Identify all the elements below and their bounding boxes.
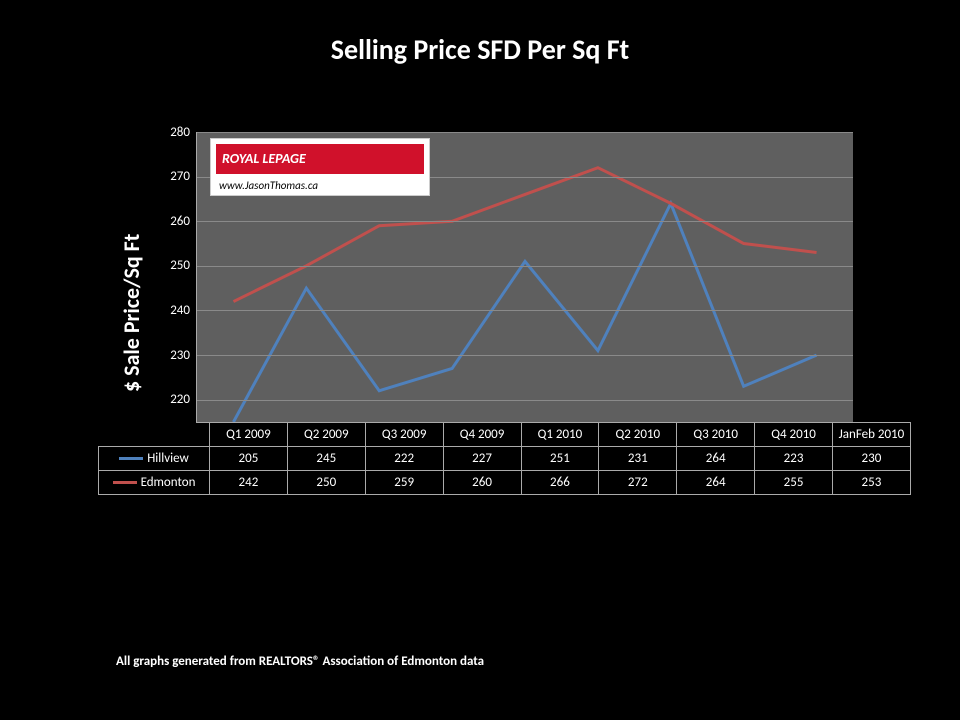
- table-header-row: Q1 2009Q2 2009Q3 2009Q4 2009Q1 2010Q2 20…: [99, 423, 911, 447]
- y-tick-label: 230: [156, 348, 190, 363]
- legend-swatch: [113, 481, 137, 484]
- royal-lepage-logo: ROYAL LEPAGE www.JasonThomas.ca: [210, 138, 430, 196]
- logo-brand-text: ROYAL LEPAGE: [222, 150, 306, 167]
- data-cell: 266: [521, 471, 599, 495]
- category-header: Q3 2010: [677, 423, 755, 447]
- data-cell: 245: [287, 447, 365, 471]
- data-cell: 223: [755, 447, 833, 471]
- data-cell: 260: [443, 471, 521, 495]
- category-header: Q4 2010: [755, 423, 833, 447]
- table-blank-cell: [99, 423, 210, 447]
- data-cell: 251: [521, 447, 599, 471]
- legend-cell-edmonton: Edmonton: [99, 471, 210, 495]
- data-cell: 230: [833, 447, 911, 471]
- data-cell: 272: [599, 471, 677, 495]
- logo-brand: ROYAL LEPAGE: [216, 144, 424, 174]
- data-cell: 231: [599, 447, 677, 471]
- data-table: Q1 2009Q2 2009Q3 2009Q4 2009Q1 2010Q2 20…: [98, 422, 911, 495]
- legend-label: Edmonton: [141, 475, 196, 490]
- y-tick-label: 270: [156, 169, 190, 184]
- logo-url: www.JasonThomas.ca: [219, 179, 318, 192]
- data-cell: 264: [677, 447, 755, 471]
- footnote: All graphs generated from REALTORS® Asso…: [116, 654, 484, 669]
- category-header: Q1 2009: [210, 423, 288, 447]
- legend-label: Hillview: [147, 451, 189, 466]
- category-header: Q2 2009: [287, 423, 365, 447]
- legend-swatch: [119, 457, 143, 460]
- data-cell: 205: [210, 447, 288, 471]
- data-cell: 264: [677, 471, 755, 495]
- category-header: Q1 2010: [521, 423, 599, 447]
- category-header: Q2 2010: [599, 423, 677, 447]
- y-tick-label: 220: [156, 392, 190, 407]
- data-cell: 250: [287, 471, 365, 495]
- y-tick-label: 260: [156, 214, 190, 229]
- y-tick-label: 280: [156, 125, 190, 140]
- table-row: Edmonton 242250259260266272264255253: [99, 471, 911, 495]
- data-cell: 242: [210, 471, 288, 495]
- data-cell: 222: [365, 447, 443, 471]
- category-header: JanFeb 2010: [833, 423, 911, 447]
- y-tick-label: 250: [156, 258, 190, 273]
- data-cell: 253: [833, 471, 911, 495]
- chart-title: Selling Price SFD Per Sq Ft: [0, 32, 960, 67]
- y-tick-label: 240: [156, 303, 190, 318]
- data-cell: 227: [443, 447, 521, 471]
- legend-cell-hillview: Hillview: [99, 447, 210, 471]
- data-cell: 259: [365, 471, 443, 495]
- category-header: Q4 2009: [443, 423, 521, 447]
- data-cell: 255: [755, 471, 833, 495]
- y-axis-label: $ Sale Price/Sq Ft: [118, 234, 145, 392]
- table-row: Hillview 205245222227251231264223230: [99, 447, 911, 471]
- category-header: Q3 2009: [365, 423, 443, 447]
